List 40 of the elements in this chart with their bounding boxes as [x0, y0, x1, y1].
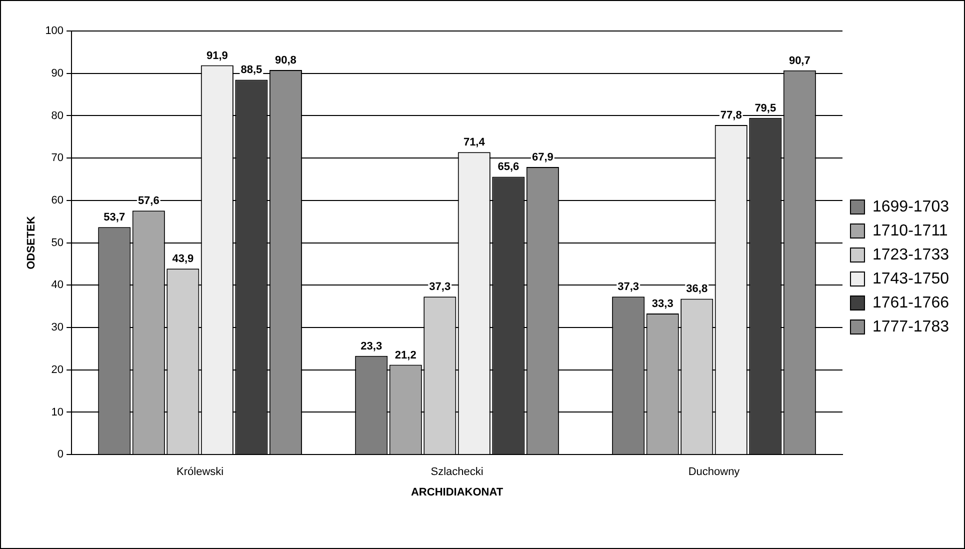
x-tick-label: Duchowny	[688, 466, 740, 478]
y-tick-label: 90	[51, 67, 64, 80]
data-label: 57,6	[138, 195, 160, 208]
data-label: 65,6	[498, 161, 520, 174]
data-label: 53,7	[104, 212, 126, 224]
x-axis-title: ARCHIDIAKONAT	[410, 486, 504, 498]
legend-label: 1743-1750	[872, 270, 950, 288]
y-tick-label: 80	[51, 110, 64, 122]
data-label: 36,8	[686, 283, 708, 296]
data-label: 33,3	[652, 298, 674, 310]
y-tick-label: 100	[45, 25, 64, 38]
y-tick-label: 20	[51, 364, 64, 376]
y-tick-label: 40	[51, 279, 64, 292]
x-tick-label: Szlachecki	[430, 466, 484, 478]
legend-label: 1761-1766	[872, 294, 950, 312]
data-label: 79,5	[754, 102, 776, 114]
data-label: 23,3	[360, 340, 382, 352]
legend-label: 1777-1783	[872, 318, 950, 336]
data-label: 37,3	[618, 281, 640, 294]
data-label: 37,3	[429, 281, 451, 294]
y-tick-label: 0	[57, 448, 64, 461]
y-axis-title: ODSETEK	[26, 216, 38, 270]
data-label: 91,9	[206, 50, 228, 62]
data-label: 88,5	[240, 64, 262, 76]
data-label: 43,9	[172, 253, 194, 266]
data-label: 67,9	[532, 152, 554, 164]
y-tick-label: 10	[51, 406, 64, 418]
x-tick-label: Królewski	[176, 466, 224, 478]
data-label: 71,4	[463, 136, 486, 149]
legend-label: 1710-1711	[872, 222, 948, 240]
legend-label: 1723-1733	[872, 246, 950, 264]
data-label: 90,7	[788, 54, 810, 67]
data-label: 90,8	[274, 54, 296, 66]
y-tick-label: 50	[51, 236, 64, 249]
data-label: 77,8	[720, 110, 742, 122]
y-tick-label: 70	[51, 152, 64, 164]
y-tick-label: 30	[51, 322, 64, 334]
data-label: 21,2	[394, 349, 416, 362]
y-tick-label: 60	[51, 194, 64, 206]
legend-label: 1699-1703	[872, 198, 950, 216]
